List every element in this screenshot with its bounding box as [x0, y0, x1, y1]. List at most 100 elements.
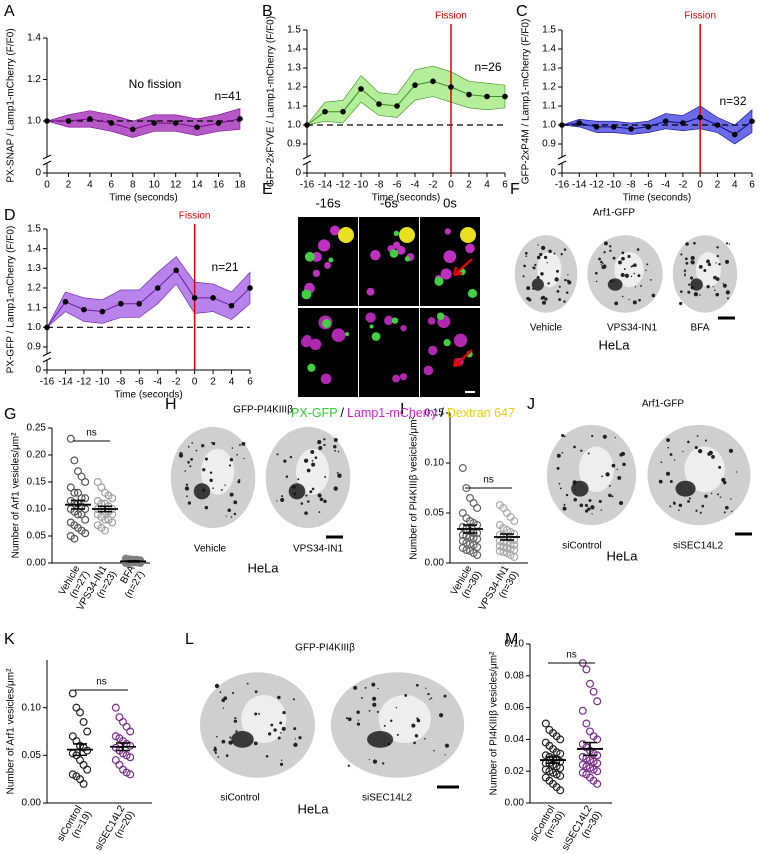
- speck: [628, 298, 630, 301]
- vesicle: [384, 316, 393, 326]
- data-point: [593, 759, 602, 768]
- x-tick-label: -16: [300, 180, 315, 191]
- speck: [415, 683, 419, 687]
- speck: [293, 742, 298, 748]
- x-tick-label: -12: [77, 377, 92, 388]
- golgi: [288, 483, 306, 500]
- speck: [298, 736, 302, 740]
- speck: [673, 459, 676, 461]
- speck: [214, 751, 217, 754]
- speck: [565, 493, 569, 497]
- y-tick-label: 0.20: [27, 450, 47, 461]
- speck: [736, 471, 738, 473]
- x-tick-label: -14: [58, 377, 73, 388]
- cell-line: HeLa: [598, 337, 630, 352]
- speck: [323, 438, 326, 441]
- speck: [233, 500, 238, 505]
- annotation: No fission: [129, 77, 182, 91]
- speck: [310, 450, 315, 454]
- x-tick-label: -2: [172, 377, 181, 388]
- vesicle: [311, 251, 322, 262]
- data-point: [495, 530, 504, 539]
- vesicle: [434, 276, 444, 286]
- speck: [280, 759, 283, 761]
- speck: [231, 691, 235, 694]
- data-point: [81, 306, 87, 313]
- vesicle: [369, 324, 374, 329]
- speck: [323, 443, 326, 447]
- speck: [611, 495, 614, 498]
- x-axis-label: Time (seconds): [623, 193, 692, 204]
- data-point: [541, 751, 550, 760]
- speck: [233, 719, 238, 723]
- y-tick-label: 1.4: [27, 33, 41, 44]
- category-label: BFA(n=27): [119, 564, 148, 601]
- panel-letter: F: [510, 181, 520, 198]
- speck: [323, 499, 327, 504]
- golgi: [690, 278, 703, 291]
- speck: [283, 459, 287, 463]
- speck: [361, 697, 363, 699]
- panel-letter: C: [516, 3, 528, 20]
- caption-part: PX-GFP: [291, 406, 338, 420]
- speck: [345, 717, 349, 720]
- speck: [658, 479, 663, 484]
- data-point: [70, 488, 79, 497]
- speck: [178, 453, 184, 458]
- vesicle: [371, 332, 381, 341]
- speck: [669, 480, 673, 483]
- speck: [285, 475, 289, 478]
- panel-letter: M: [505, 631, 518, 648]
- golgi: [231, 731, 254, 748]
- y-tick-label: 0: [35, 168, 41, 179]
- vesicle: [443, 339, 451, 347]
- data-point: [154, 285, 161, 291]
- data-point: [136, 300, 143, 307]
- data-point: [79, 760, 88, 769]
- x-tick-label: -4: [411, 180, 420, 191]
- y-tick-label: 1.5: [542, 25, 556, 36]
- speck: [568, 282, 571, 285]
- vesicle: [428, 345, 438, 356]
- speck: [600, 264, 603, 266]
- vesicle: [440, 268, 452, 280]
- speck: [687, 499, 690, 503]
- data-point: [578, 706, 587, 715]
- caption-part: Dextran 647: [447, 406, 515, 420]
- speck: [687, 440, 690, 444]
- speck: [611, 463, 616, 468]
- y-tick-label: 0.9: [542, 139, 556, 150]
- speck: [634, 286, 637, 288]
- speck: [561, 451, 564, 454]
- speck: [241, 442, 246, 446]
- nucleus: [614, 252, 644, 288]
- speck: [585, 509, 589, 513]
- data-point: [473, 550, 482, 559]
- category-label: siControl(n=30): [528, 804, 567, 844]
- speck: [314, 456, 318, 460]
- speck: [357, 719, 359, 721]
- speck: [190, 458, 193, 461]
- fission-label: Fission: [435, 11, 467, 22]
- y-tick-label: 0: [550, 168, 556, 179]
- speck: [243, 457, 245, 460]
- speck: [682, 450, 684, 453]
- data-point: [72, 703, 81, 712]
- speck: [267, 732, 272, 736]
- data-point: [77, 472, 86, 481]
- mean-line: [46, 269, 251, 328]
- y-tick-label: 0.25: [27, 423, 47, 434]
- x-tick-label: 4: [87, 180, 93, 191]
- speck: [601, 475, 603, 478]
- speck: [304, 511, 308, 515]
- vesicle: [443, 252, 452, 261]
- y-tick-label: 1.3: [27, 263, 41, 274]
- speck: [297, 478, 300, 481]
- speck: [587, 507, 591, 511]
- speck: [587, 452, 590, 455]
- speck: [600, 260, 603, 264]
- speck: [690, 255, 695, 261]
- annotation: n=21: [211, 260, 238, 274]
- speck: [603, 241, 608, 246]
- nucleus: [578, 446, 614, 493]
